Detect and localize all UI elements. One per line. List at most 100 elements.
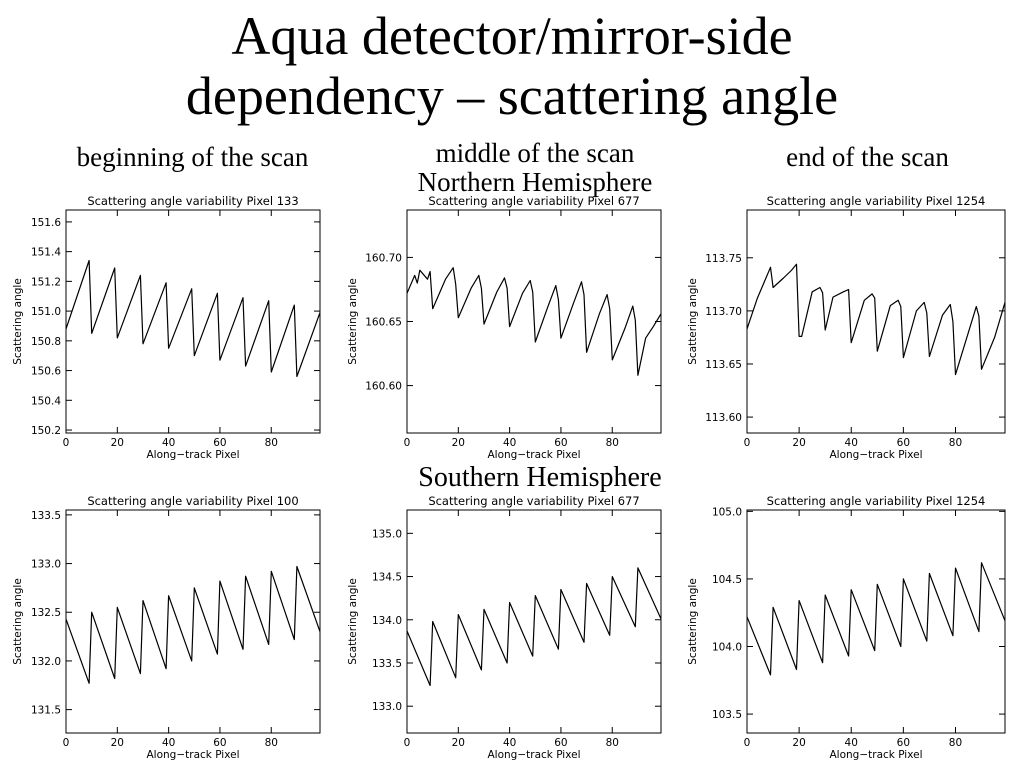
y-tick-label: 151.2 <box>31 276 61 288</box>
column-label-middle: middle of the scan <box>435 138 635 168</box>
plot-frame <box>746 509 1006 734</box>
y-axis-label: Scattering angle <box>12 278 24 365</box>
chart-north-end: Scattering angle variability Pixel 1254 0… <box>687 194 1006 461</box>
x-tick-label: 0 <box>63 437 70 449</box>
x-tick-label: 0 <box>404 437 411 449</box>
x-tick-label: 80 <box>949 737 962 749</box>
x-axis-label: Along−track Pixel <box>488 749 581 761</box>
plot-frame <box>65 509 321 734</box>
y-tick-label: 104.5 <box>712 574 742 586</box>
y-tick-label: 150.8 <box>31 336 61 348</box>
y-tick-label: 134.0 <box>372 615 402 627</box>
plot-frame <box>406 509 662 734</box>
y-tick-label: 104.0 <box>712 642 742 654</box>
series-line <box>65 259 321 378</box>
x-tick-label: 20 <box>452 437 465 449</box>
chart-title: Scattering angle variability Pixel 1254 <box>767 494 986 508</box>
x-tick-label: 40 <box>162 737 175 749</box>
column-label-end: end of the scan <box>786 142 949 172</box>
plot-frame <box>746 209 1006 434</box>
y-tick-label: 133.5 <box>31 510 61 522</box>
series-line <box>746 263 1006 376</box>
plot-frame <box>65 209 321 434</box>
chart-title: Scattering angle variability Pixel 133 <box>87 194 298 208</box>
y-tick-label: 151.0 <box>31 306 61 318</box>
y-tick-label: 131.5 <box>31 705 61 717</box>
y-tick-label: 133.0 <box>372 701 402 713</box>
x-tick-label: 20 <box>111 737 124 749</box>
x-axis-label: Along−track Pixel <box>147 449 240 461</box>
y-tick-label: 113.75 <box>705 253 742 265</box>
x-tick-label: 80 <box>606 437 619 449</box>
chart-title: Scattering angle variability Pixel 100 <box>87 494 298 508</box>
y-tick-label: 132.5 <box>31 607 61 619</box>
series-line <box>65 565 321 684</box>
x-tick-label: 0 <box>744 737 751 749</box>
x-tick-label: 0 <box>744 437 751 449</box>
chart-south-middle: Scattering angle variability Pixel 677 0 2… <box>347 494 662 761</box>
y-tick-label: 134.5 <box>372 572 402 584</box>
chart-south-beginning: Scattering angle variability Pixel 100 0 2… <box>12 494 321 761</box>
y-axis-label: Scattering angle <box>347 578 359 665</box>
y-tick-label: 113.65 <box>705 359 742 371</box>
series-line <box>406 567 662 687</box>
x-tick-label: 60 <box>213 737 226 749</box>
x-tick-label: 40 <box>845 737 858 749</box>
x-tick-label: 80 <box>265 437 278 449</box>
x-tick-label: 0 <box>63 737 70 749</box>
y-tick-label: 160.70 <box>365 252 402 264</box>
y-tick-label: 132.0 <box>31 656 61 668</box>
chart-north-middle: Scattering angle variability Pixel 677 0 2… <box>347 194 662 461</box>
y-tick-label: 160.60 <box>365 381 402 393</box>
chart-title: Scattering angle variability Pixel 677 <box>428 494 639 508</box>
y-tick-label: 151.4 <box>31 247 61 259</box>
y-tick-label: 150.2 <box>31 425 61 437</box>
y-tick-label: 133.0 <box>31 559 61 571</box>
chart-north-beginning: Scattering angle variability Pixel 133 0 2… <box>12 194 321 461</box>
y-tick-label: 150.4 <box>31 395 61 407</box>
x-tick-label: 60 <box>213 437 226 449</box>
y-tick-label: 160.65 <box>365 317 402 329</box>
y-axis-label: Scattering angle <box>347 278 359 365</box>
x-tick-label: 40 <box>162 437 175 449</box>
x-tick-label: 80 <box>606 737 619 749</box>
page-title-line2: dependency – scattering angle <box>185 66 839 126</box>
x-tick-label: 20 <box>792 437 805 449</box>
row-label-northern: Northern Hemisphere <box>417 167 653 197</box>
x-tick-label: 20 <box>452 737 465 749</box>
x-tick-label: 60 <box>897 737 910 749</box>
y-tick-label: 113.60 <box>705 412 742 424</box>
x-tick-label: 20 <box>792 737 805 749</box>
y-tick-label: 135.0 <box>372 528 402 540</box>
y-axis-label: Scattering angle <box>687 578 699 665</box>
x-tick-label: 60 <box>554 437 567 449</box>
x-tick-label: 40 <box>503 737 516 749</box>
x-tick-label: 20 <box>111 437 124 449</box>
y-axis-label: Scattering angle <box>687 278 699 365</box>
x-axis-label: Along−track Pixel <box>147 749 240 761</box>
series-line <box>746 562 1006 676</box>
x-axis-label: Along−track Pixel <box>830 449 923 461</box>
chart-title: Scattering angle variability Pixel 677 <box>428 194 639 208</box>
y-tick-label: 133.5 <box>372 658 402 670</box>
y-tick-label: 103.5 <box>712 709 742 721</box>
y-tick-label: 105.0 <box>712 506 742 518</box>
x-tick-label: 80 <box>949 437 962 449</box>
y-tick-label: 150.6 <box>31 366 61 378</box>
x-axis-label: Along−track Pixel <box>488 449 581 461</box>
x-axis-label: Along−track Pixel <box>830 749 923 761</box>
y-tick-label: 113.70 <box>705 306 742 318</box>
column-label-beginning: beginning of the scan <box>76 142 309 172</box>
y-tick-label: 151.6 <box>31 217 61 229</box>
series-line <box>406 267 662 376</box>
page-title-line1: Aqua detector/mirror-side <box>231 6 793 66</box>
row-label-southern: Southern Hemisphere <box>418 462 662 493</box>
x-tick-label: 60 <box>554 737 567 749</box>
y-axis-label: Scattering angle <box>12 578 24 665</box>
x-tick-label: 0 <box>404 737 411 749</box>
x-tick-label: 40 <box>503 437 516 449</box>
chart-title: Scattering angle variability Pixel 1254 <box>767 194 986 208</box>
chart-south-end: Scattering angle variability Pixel 1254 0… <box>687 494 1006 761</box>
x-tick-label: 40 <box>845 437 858 449</box>
x-tick-label: 80 <box>265 737 278 749</box>
